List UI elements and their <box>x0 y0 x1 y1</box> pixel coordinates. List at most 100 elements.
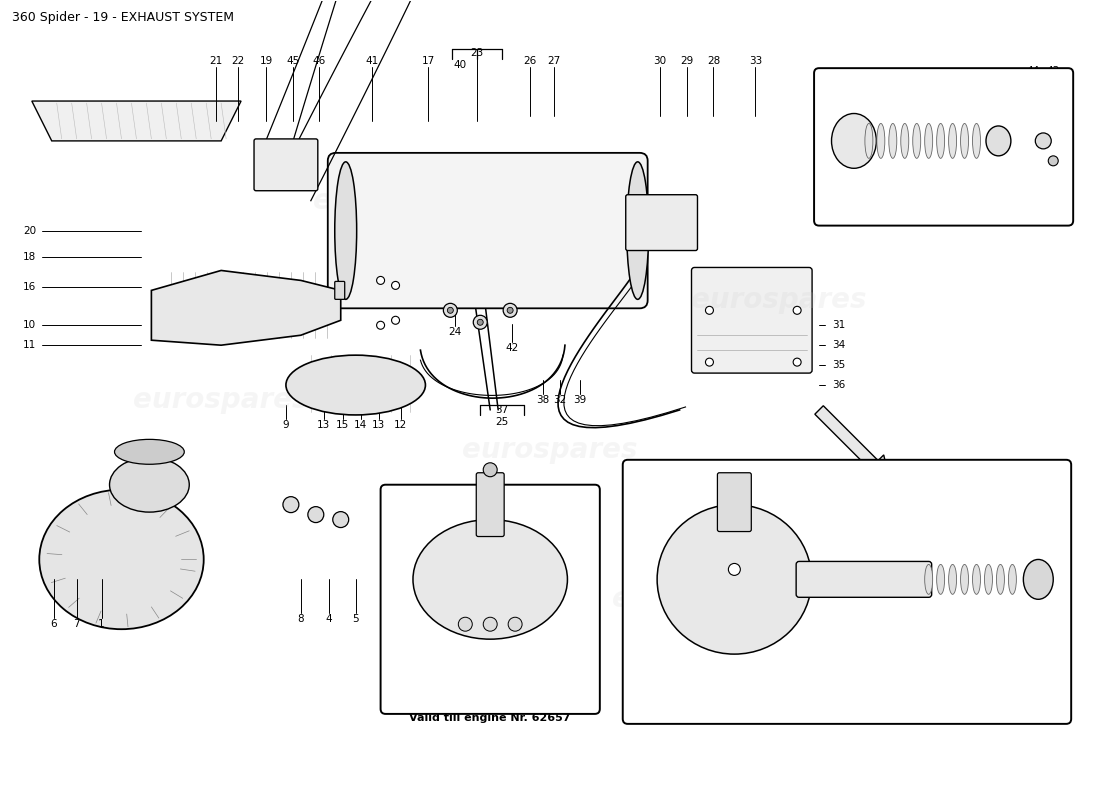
Text: 35: 35 <box>833 360 846 370</box>
Circle shape <box>1048 156 1058 166</box>
Ellipse shape <box>286 355 426 415</box>
Text: 39: 39 <box>573 395 586 405</box>
Text: 20: 20 <box>23 226 36 235</box>
Text: 4: 4 <box>679 480 686 490</box>
Text: 45: 45 <box>286 56 299 66</box>
Text: 9: 9 <box>744 480 750 490</box>
Ellipse shape <box>986 126 1011 156</box>
Circle shape <box>459 618 472 631</box>
Ellipse shape <box>657 505 812 654</box>
Text: 30: 30 <box>653 56 667 66</box>
Text: 13: 13 <box>317 420 330 430</box>
Text: 16: 16 <box>23 282 36 292</box>
Ellipse shape <box>627 162 649 299</box>
Circle shape <box>473 315 487 330</box>
Text: eurospares: eurospares <box>312 186 488 214</box>
FancyBboxPatch shape <box>692 267 812 373</box>
Ellipse shape <box>948 565 957 594</box>
Ellipse shape <box>334 162 356 299</box>
Text: 1: 1 <box>98 619 104 630</box>
FancyBboxPatch shape <box>254 139 318 190</box>
Ellipse shape <box>972 565 980 594</box>
Text: 37: 37 <box>495 405 509 415</box>
Text: 28: 28 <box>707 56 721 66</box>
Text: 27: 27 <box>548 56 561 66</box>
Text: 15: 15 <box>337 420 350 430</box>
Ellipse shape <box>412 519 568 639</box>
Text: 13: 13 <box>372 420 385 430</box>
Circle shape <box>483 462 497 477</box>
Ellipse shape <box>877 123 884 158</box>
Text: 31: 31 <box>833 320 846 330</box>
Text: Valid till engine Nr. 62657: Valid till engine Nr. 62657 <box>409 713 571 723</box>
Circle shape <box>705 306 714 314</box>
Circle shape <box>392 282 399 290</box>
Text: 34: 34 <box>833 340 846 350</box>
FancyBboxPatch shape <box>814 68 1074 226</box>
Text: 9: 9 <box>283 420 289 430</box>
Ellipse shape <box>1009 565 1016 594</box>
Text: eurospares: eurospares <box>133 386 309 414</box>
Ellipse shape <box>110 458 189 512</box>
Text: 25: 25 <box>495 417 509 427</box>
Circle shape <box>503 303 517 318</box>
Ellipse shape <box>865 123 873 158</box>
Text: 12: 12 <box>394 420 407 430</box>
Circle shape <box>477 319 483 326</box>
Ellipse shape <box>937 123 945 158</box>
Ellipse shape <box>901 123 909 158</box>
Text: 22: 22 <box>231 56 244 66</box>
Text: 17: 17 <box>421 56 434 66</box>
Text: 23: 23 <box>471 48 484 58</box>
Circle shape <box>448 307 453 314</box>
Text: 41: 41 <box>365 56 378 66</box>
Circle shape <box>333 512 349 527</box>
Text: eurospares: eurospares <box>692 286 867 314</box>
Text: 32: 32 <box>553 395 566 405</box>
Text: 2: 2 <box>537 676 543 686</box>
Text: eurospares: eurospares <box>612 586 788 614</box>
Ellipse shape <box>832 114 877 168</box>
Ellipse shape <box>997 565 1004 594</box>
FancyArrow shape <box>815 406 890 480</box>
Circle shape <box>793 358 801 366</box>
Circle shape <box>793 306 801 314</box>
Text: 29: 29 <box>680 56 693 66</box>
Text: 42: 42 <box>506 343 519 353</box>
FancyBboxPatch shape <box>796 562 932 598</box>
FancyBboxPatch shape <box>717 473 751 531</box>
Ellipse shape <box>960 123 968 158</box>
Text: 19: 19 <box>260 56 273 66</box>
Ellipse shape <box>960 565 968 594</box>
Text: 33: 33 <box>749 56 762 66</box>
Text: 38: 38 <box>537 395 550 405</box>
Circle shape <box>705 358 714 366</box>
Text: 7: 7 <box>74 619 80 630</box>
Text: Vale per vetture non catalizzate: Vale per vetture non catalizzate <box>836 202 1002 213</box>
Circle shape <box>376 322 385 330</box>
Text: 36: 36 <box>833 380 846 390</box>
Text: 21: 21 <box>209 56 223 66</box>
Text: 5: 5 <box>352 614 359 624</box>
Ellipse shape <box>984 565 992 594</box>
Text: 18: 18 <box>23 253 36 262</box>
Text: 43: 43 <box>1046 66 1060 76</box>
Circle shape <box>1035 133 1052 149</box>
Text: 10: 10 <box>23 320 36 330</box>
Ellipse shape <box>889 123 896 158</box>
Text: 3: 3 <box>446 676 452 686</box>
Text: Vale fino al motore Nr. 62657: Vale fino al motore Nr. 62657 <box>399 701 582 711</box>
FancyBboxPatch shape <box>623 460 1071 724</box>
Text: Valid for USA and CDN: Valid for USA and CDN <box>757 702 942 717</box>
Text: eurospares: eurospares <box>462 436 638 464</box>
Text: 360 Spider - 19 - EXHAUST SYSTEM: 360 Spider - 19 - EXHAUST SYSTEM <box>12 11 234 24</box>
Text: 40: 40 <box>454 60 466 70</box>
FancyBboxPatch shape <box>476 473 504 537</box>
Ellipse shape <box>913 123 921 158</box>
Circle shape <box>728 563 740 575</box>
Text: Valid for not catalyzed cars: Valid for not catalyzed cars <box>848 216 990 226</box>
Text: 8: 8 <box>298 614 305 624</box>
Text: 1: 1 <box>487 692 494 702</box>
FancyBboxPatch shape <box>626 194 697 250</box>
Polygon shape <box>32 101 241 141</box>
